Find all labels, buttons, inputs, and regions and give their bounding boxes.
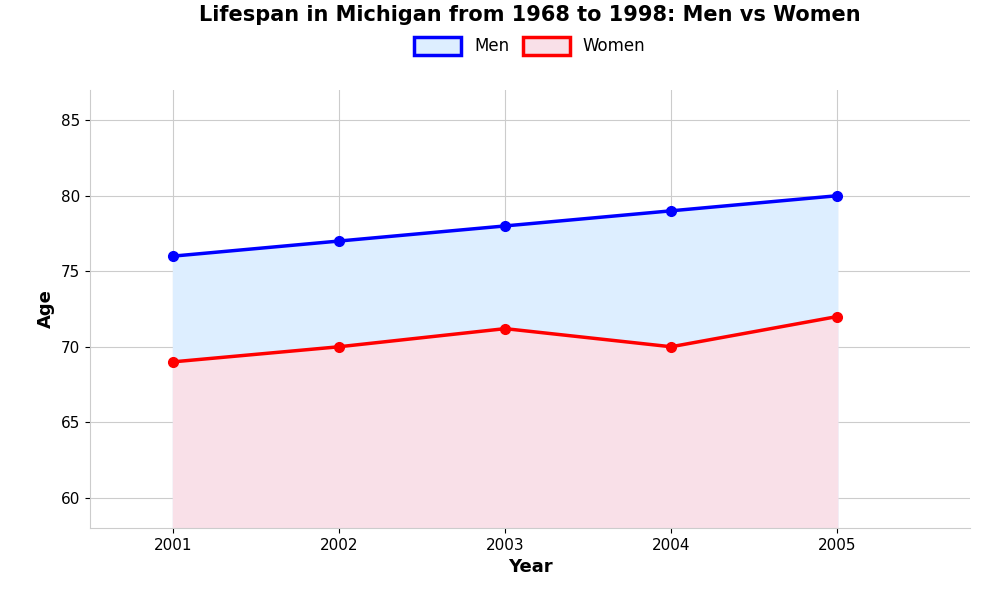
- X-axis label: Year: Year: [508, 558, 552, 576]
- Title: Lifespan in Michigan from 1968 to 1998: Men vs Women: Lifespan in Michigan from 1968 to 1998: …: [199, 5, 861, 25]
- Legend: Men, Women: Men, Women: [406, 28, 654, 64]
- Y-axis label: Age: Age: [37, 290, 55, 328]
